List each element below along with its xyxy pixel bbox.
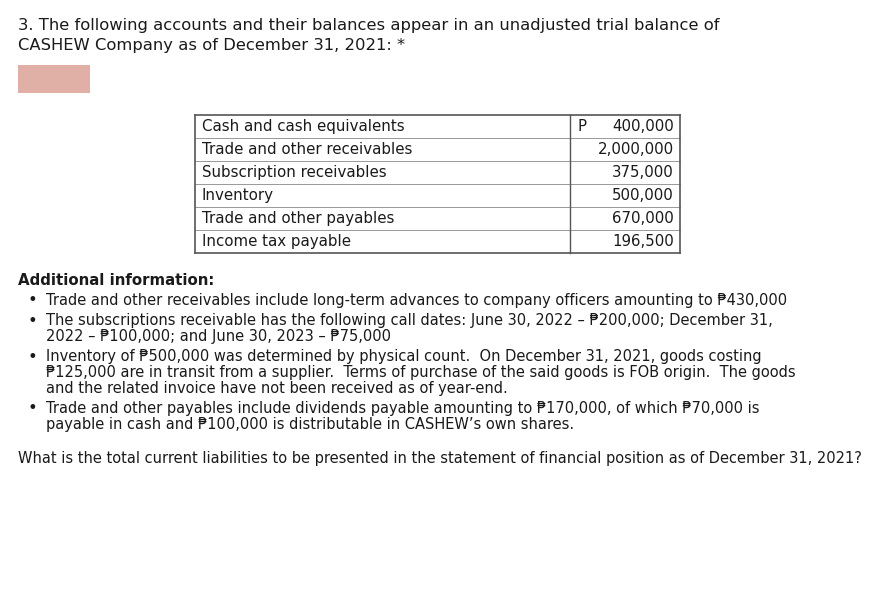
Text: Inventory of ₱500,000 was determined by physical count.  On December 31, 2021, g: Inventory of ₱500,000 was determined by …	[46, 349, 760, 365]
Text: 375,000: 375,000	[612, 165, 673, 180]
Text: 2022 – ₱100,000; and June 30, 2023 – ₱75,000: 2022 – ₱100,000; and June 30, 2023 – ₱75…	[46, 329, 391, 344]
Text: 2,000,000: 2,000,000	[597, 142, 673, 157]
Text: 500,000: 500,000	[612, 188, 673, 203]
Text: Cash and cash equivalents: Cash and cash equivalents	[202, 119, 404, 134]
Text: •: •	[28, 401, 38, 416]
Bar	[18, 65, 90, 93]
Text: ₱125,000 are in transit from a supplier.  Terms of purchase of the said goods is: ₱125,000 are in transit from a supplier.…	[46, 365, 795, 380]
Text: Subscription receivables: Subscription receivables	[202, 165, 386, 180]
Text: Income tax payable: Income tax payable	[202, 234, 350, 249]
Text: Additional information:: Additional information:	[18, 273, 214, 288]
Text: Trade and other payables include dividends payable amounting to ₱170,000, of whi: Trade and other payables include dividen…	[46, 401, 759, 416]
Text: 670,000: 670,000	[612, 211, 673, 226]
Text: The subscriptions receivable has the following call dates: June 30, 2022 – ₱200,: The subscriptions receivable has the fol…	[46, 314, 772, 329]
Text: Trade and other receivables include long-term advances to company officers amoun: Trade and other receivables include long…	[46, 293, 786, 308]
Text: 400,000: 400,000	[612, 119, 673, 134]
Text: •: •	[28, 314, 38, 329]
Text: 196,500: 196,500	[612, 234, 673, 249]
Text: Trade and other payables: Trade and other payables	[202, 211, 394, 226]
Text: CASHEW Company as of December 31, 2021: *: CASHEW Company as of December 31, 2021: …	[18, 38, 405, 53]
Text: 3. The following accounts and their balances appear in an unadjusted trial balan: 3. The following accounts and their bala…	[18, 18, 719, 33]
Text: •: •	[28, 349, 38, 365]
Text: and the related invoice have not been received as of year-end.: and the related invoice have not been re…	[46, 381, 507, 396]
Text: Inventory: Inventory	[202, 188, 274, 203]
Text: What is the total current liabilities to be presented in the statement of financ: What is the total current liabilities to…	[18, 451, 861, 466]
Text: P: P	[578, 119, 587, 134]
Text: payable in cash and ₱100,000 is distributable in CASHEW’s own shares.: payable in cash and ₱100,000 is distribu…	[46, 416, 573, 432]
Text: Trade and other receivables: Trade and other receivables	[202, 142, 412, 157]
Text: •: •	[28, 293, 38, 308]
